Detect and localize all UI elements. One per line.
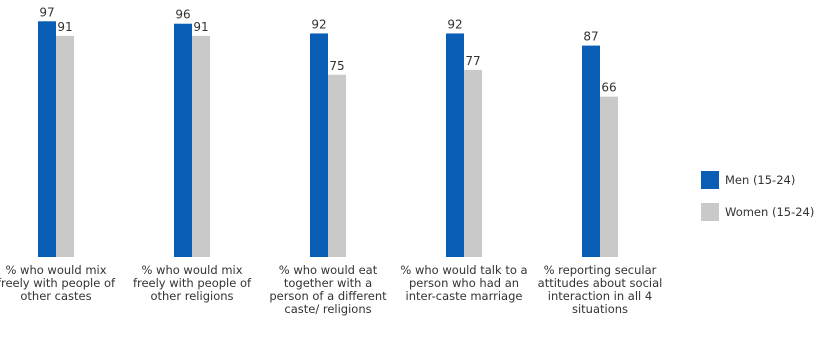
category-label-4: % reporting secular attitudes about soci…: [537, 263, 663, 316]
bar-women-3: [464, 69, 482, 257]
legend-swatch-women: [701, 203, 719, 221]
bar-women-0: [56, 35, 74, 258]
bar-women-2: [328, 74, 346, 257]
data-label-men-3: 92: [447, 17, 462, 31]
bar-men-3: [446, 33, 464, 257]
category-label-2: % who would eat together with a person o…: [269, 263, 387, 316]
data-label-women-0: 91: [57, 20, 72, 34]
category-label-1: % who would mix freely with people of ot…: [132, 263, 252, 303]
bar-women-1: [192, 35, 210, 258]
data-label-men-2: 92: [311, 17, 326, 31]
legend-label-women: Women (15-24): [725, 205, 815, 219]
category-label-3: % who would talk to a person who had an …: [400, 263, 528, 303]
legend-label-men: Men (15-24): [725, 173, 796, 187]
data-label-women-3: 77: [465, 54, 480, 68]
data-label-men-4: 87: [583, 30, 598, 44]
bar-men-2: [310, 33, 328, 257]
data-label-women-4: 66: [601, 81, 616, 95]
data-label-men-1: 96: [175, 8, 190, 22]
bar-women-4: [600, 96, 618, 258]
bar-men-4: [582, 45, 600, 258]
data-label-women-2: 75: [329, 59, 344, 73]
data-label-men-0: 97: [39, 5, 54, 19]
category-label-0: % who would mix freely with people of ot…: [0, 263, 116, 303]
legend-swatch-men: [701, 171, 719, 189]
data-label-women-1: 91: [193, 20, 208, 34]
bar-men-0: [38, 21, 56, 258]
bar-men-1: [174, 23, 192, 257]
